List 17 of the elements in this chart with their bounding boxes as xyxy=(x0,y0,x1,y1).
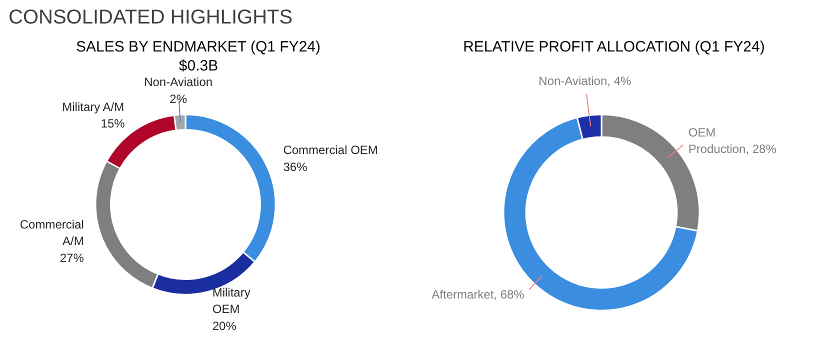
data-label: 27% xyxy=(60,250,84,265)
data-label: 36% xyxy=(283,160,308,174)
slice-label: Aftermarket, 68% xyxy=(432,288,525,302)
slice-label: Commercial OEM xyxy=(283,143,378,158)
slice-label: Military A/M xyxy=(62,100,124,114)
chart-title: RELATIVE PROFIT ALLOCATION (Q1 FY24) xyxy=(463,38,765,56)
text: CONSOLIDATED HIGHLIGHTS xyxy=(8,6,293,28)
slice-label: Commercial A/M xyxy=(20,217,84,248)
slice-label: OEM Production, 28% xyxy=(688,125,777,156)
slice-label: Non-Aviation, 4% xyxy=(538,74,632,88)
slice-label: Non-Aviation xyxy=(144,75,213,90)
data-label: 20% xyxy=(212,318,237,333)
chart-title: SALES BY ENDMARKET (Q1 FY24) xyxy=(76,38,320,56)
data-label: 15% xyxy=(100,116,126,131)
chart-subtitle: $0.3B xyxy=(178,58,218,74)
data-label: 2% xyxy=(170,92,188,106)
slice-label: Military OEM xyxy=(212,285,250,316)
